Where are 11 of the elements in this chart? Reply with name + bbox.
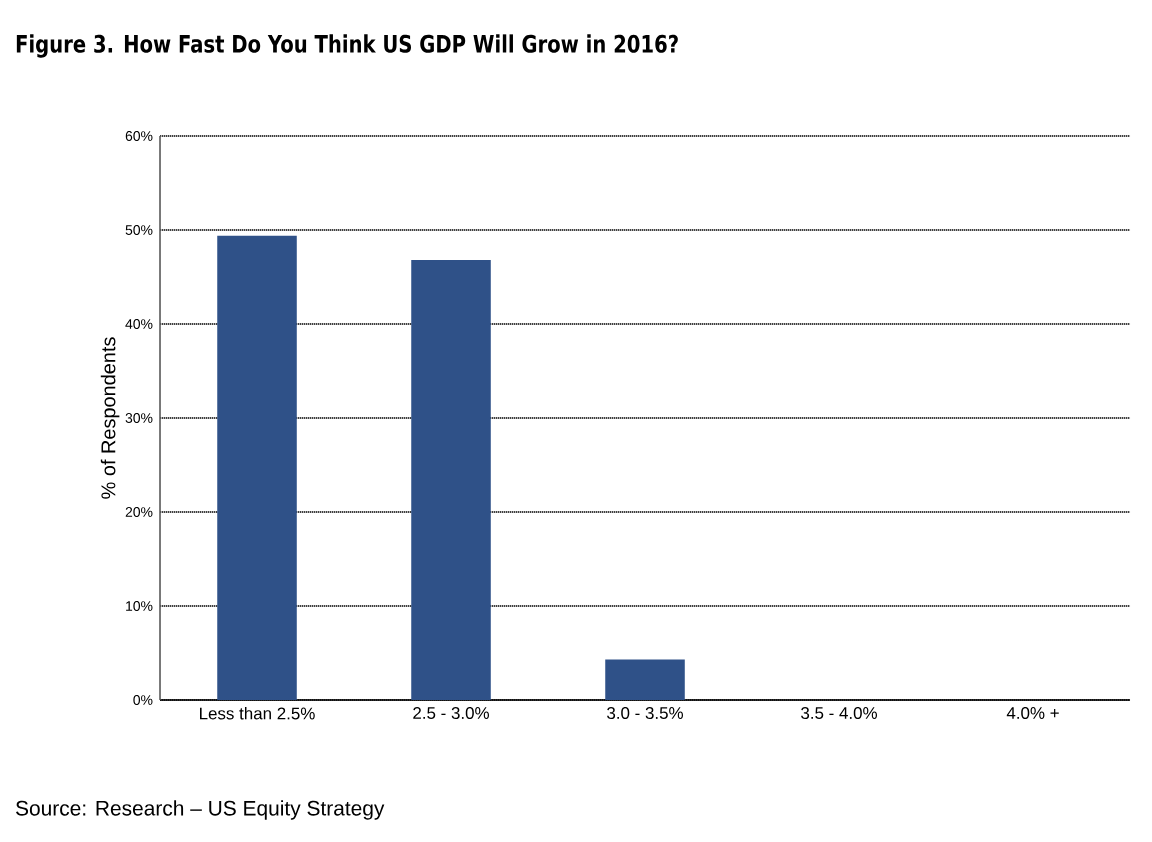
y-axis-title: % of Respondents [100, 337, 120, 499]
source-note: Source: Research – US Equity Strategy [15, 800, 385, 820]
bar [411, 260, 491, 700]
x-tick-label: 3.5 - 4.0% [801, 707, 878, 720]
bar [217, 235, 297, 700]
x-tick-label: 4.0% + [1006, 707, 1059, 720]
bar [605, 659, 685, 700]
x-tick-label: 2.5 - 3.0% [413, 707, 490, 720]
x-tick-label: Less than 2.5% [200, 707, 315, 720]
chart-title: Figure 3. How Fast Do You Think US GDP Will Grow in 2016? [16, 34, 678, 58]
x-tick-label: 3.0 - 3.5% [607, 707, 684, 720]
